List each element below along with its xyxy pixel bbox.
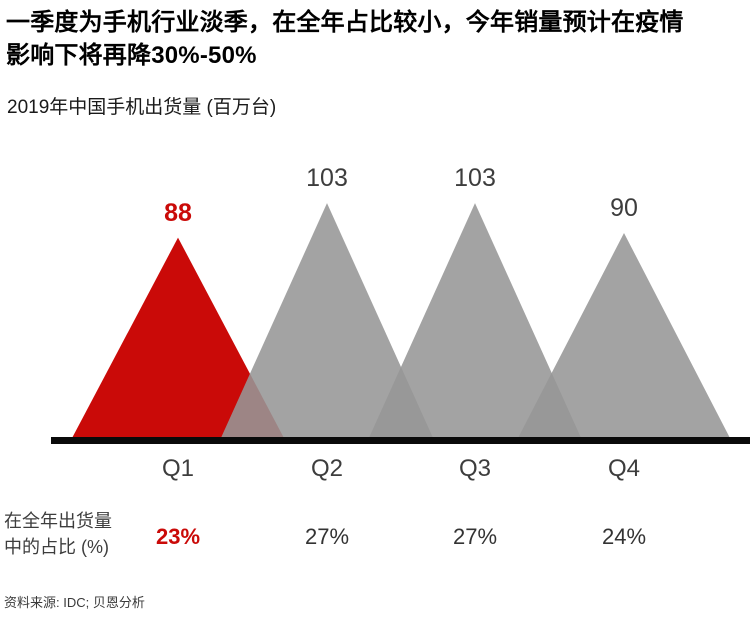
category-label-q1: Q1 xyxy=(161,455,195,482)
share-value-q2: 27% xyxy=(304,524,350,549)
share-row-label-line-2: 中的占比 (%) xyxy=(4,537,109,557)
page-title-line-1: 一季度为手机行业淡季，在全年占比较小，今年销量预计在疫情 xyxy=(6,9,684,36)
value-label-q1: 88 xyxy=(164,199,192,227)
category-label-q3: Q3 xyxy=(458,455,492,482)
share-row-label-line-1: 在全年出货量 xyxy=(4,511,112,531)
category-label-q4: Q4 xyxy=(607,455,641,482)
triangle-q4 xyxy=(517,233,731,440)
share-value-q4: 24% xyxy=(601,524,647,549)
share-value-q1: 23% xyxy=(155,524,201,549)
chart-subtitle: 2019年中国手机出货量 (百万台) xyxy=(7,97,277,118)
value-label-q3: 103 xyxy=(454,164,496,192)
value-label-q4: 90 xyxy=(610,194,638,222)
source-note: 资料来源: IDC; 贝恩分析 xyxy=(4,595,145,610)
share-value-q3: 27% xyxy=(452,524,498,549)
triangle-q2 xyxy=(220,203,434,440)
category-label-q2: Q2 xyxy=(310,455,344,482)
x-axis-line xyxy=(51,437,750,444)
page-title-line-2: 影响下将再降30%-50% xyxy=(6,42,257,69)
share-row-label: 在全年出货量 中的占比 (%) xyxy=(4,508,112,560)
triangle-q1 xyxy=(71,237,285,440)
value-label-q2: 103 xyxy=(306,164,348,192)
triangle-q3 xyxy=(368,203,582,440)
